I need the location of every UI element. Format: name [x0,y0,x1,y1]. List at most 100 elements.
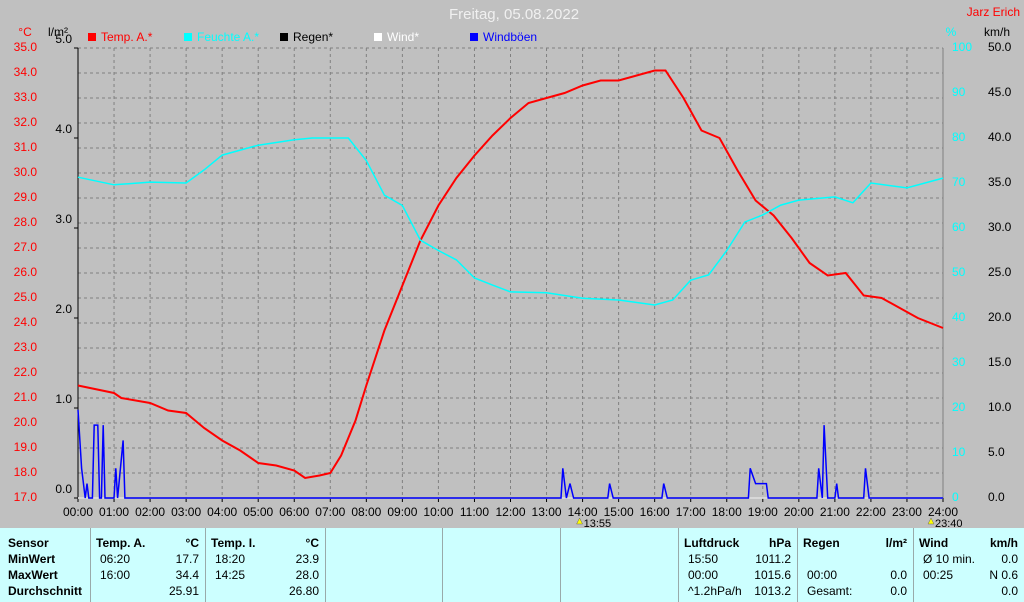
y-tick-label: 25.0 [14,290,38,304]
x-tick-label: 12:00 [495,505,525,519]
legend-label: Windböen [483,30,537,44]
y-tick-label: 5.0 [55,32,72,46]
x-tick-label: 03:00 [171,505,201,519]
y3-tick-label: 15.0 [988,355,1012,369]
unit-label: °C [18,25,32,39]
x-tick-label: 18:00 [712,505,742,519]
cell-value: 17.7 [175,552,199,566]
cell-value: 23.9 [295,552,319,566]
annotation-marker [927,517,935,525]
header-cell: Sensor [8,536,49,550]
header-unit: l/m² [885,536,907,550]
y-tick-label: 4.0 [55,122,72,136]
cell-value: 1015.6 [754,568,791,582]
y3-tick-label: 10.0 [988,400,1012,414]
header-cell: Temp. A. [96,536,146,550]
header-unit: °C [185,536,199,550]
y2-tick-label: 50 [952,265,966,279]
y-tick-label: 32.0 [14,115,38,129]
header-unit: hPa [768,536,791,550]
column-separator [90,528,91,602]
column-separator [325,528,326,602]
series-line [77,409,943,499]
y-tick-label: 22.0 [14,365,38,379]
y-tick-label: 2.0 [55,302,72,316]
column-separator [797,528,798,602]
y-tick-label: 35.0 [14,40,38,54]
y-tick-label: 33.0 [14,90,38,104]
header-cell: Luftdruck [684,536,740,550]
y3-tick-label: 25.0 [988,265,1012,279]
x-tick-label: 11:00 [460,505,489,519]
x-tick-label: 04:00 [207,505,237,519]
legend-label: Wind* [387,30,419,44]
legend-label: Regen* [293,30,333,44]
y2-tick-label: 100 [952,40,972,54]
cell-label: Ø 10 min. [923,552,976,566]
header-unit: °C [305,536,319,550]
chart: Freitag, 05.08.2022 Jarz Erich °C l/m² %… [14,5,1020,530]
y-tick-label: 29.0 [14,190,38,204]
cell-label: Gesamt: [807,584,853,598]
y3-tick-label: 20.0 [988,310,1012,324]
cell-label: 06:20 [100,552,131,566]
y2-tick-label: 30 [952,355,966,369]
cell-label: 15:50 [688,552,719,566]
y-tick-label: 1.0 [55,392,72,406]
y-tick-label: 34.0 [14,65,38,79]
cell-value: 0.0 [1001,552,1018,566]
cell-label: 00:00 [688,568,719,582]
y-tick-label: 18.0 [14,465,38,479]
cell-value: 1011.2 [755,552,791,566]
legend-label: Feuchte A.* [197,30,259,44]
legend-swatch [280,33,288,41]
column-separator [205,528,206,602]
y2-tick-label: 60 [952,220,966,234]
x-tick-label: 17:00 [676,505,706,519]
y2-tick-label: 90 [952,85,966,99]
y3-tick-label: 5.0 [988,445,1005,459]
y2-tick-label: 0 [952,490,959,504]
legend-label: Temp. A.* [101,30,153,44]
cell-value: 0.0 [890,568,907,582]
cell-label: 14:25 [215,568,246,582]
legend-swatch [184,33,192,41]
y3-tick-label: 30.0 [988,220,1012,234]
x-tick-label: 14:00 [568,505,598,519]
y-tick-label: 19.0 [14,440,38,454]
x-tick-label: 19:00 [748,505,778,519]
legend-swatch [470,33,478,41]
cell-value: 34.4 [175,568,199,582]
x-tick-label: 23:00 [892,505,922,519]
unit-label: l/m² [48,25,68,39]
y-tick-label: 24.0 [14,315,38,329]
x-tick-label: 07:00 [315,505,345,519]
cell-value: 25.91 [168,584,199,598]
series-line [77,69,944,480]
row-label: MinWert [8,552,56,566]
cell-value: 28.0 [295,568,319,582]
y-tick-label: 20.0 [14,415,38,429]
x-tick-label: 08:00 [351,505,381,519]
legend-swatch [374,33,382,41]
x-tick-label: 20:00 [784,505,814,519]
y-tick-label: 23.0 [14,340,38,354]
cell-label: 00:25 [923,568,954,582]
column-separator [678,528,679,602]
cell-label: 18:20 [215,552,246,566]
author: Jarz Erich [967,5,1020,19]
chart-title: Freitag, 05.08.2022 [449,6,579,23]
y-tick-label: 3.0 [55,212,72,226]
y-tick-label: 26.0 [14,265,38,279]
cell-label: ^1.2hPa/h [688,584,742,598]
x-tick-label: 15:00 [604,505,634,519]
x-tick-label: 00:00 [63,505,93,519]
y3-tick-label: 0.0 [988,490,1005,504]
column-separator [913,528,914,602]
cell-label: 00:00 [807,568,838,582]
y2-tick-label: 20 [952,400,966,414]
y2-tick-label: 70 [952,175,966,189]
header-cell: Wind [919,536,949,550]
column-separator [560,528,561,602]
